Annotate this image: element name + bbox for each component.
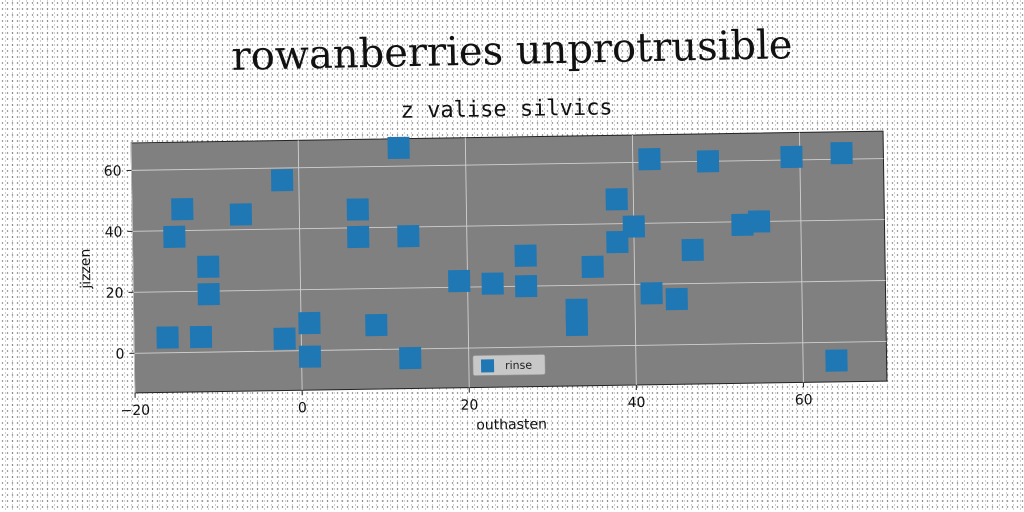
x-tick-label: 20: [460, 398, 478, 414]
data-point: [197, 255, 220, 278]
data-point: [399, 346, 422, 370]
data-point: [514, 274, 538, 298]
points-layer: [156, 136, 853, 372]
data-point: [665, 287, 688, 311]
y-tick-label: 40: [105, 224, 123, 240]
x-tick-label: 40: [628, 395, 646, 411]
data-point: [189, 325, 213, 349]
data-point: [346, 198, 369, 221]
data-point: [298, 311, 321, 335]
plot-group: z valise silvics −20 0 20 40 60 0 20 40 60 outha…: [78, 95, 888, 434]
data-point: [780, 145, 803, 169]
grid-lines: [130, 132, 887, 393]
data-point: [273, 327, 296, 350]
plot-area: [130, 130, 888, 394]
legend-swatch-rinse: [480, 359, 495, 373]
chart-title: z valise silvics: [400, 95, 612, 123]
data-point: [347, 225, 370, 249]
grid-line-x: [464, 137, 470, 388]
data-point: [830, 141, 853, 165]
data-point: [387, 136, 410, 160]
data-point: [606, 230, 629, 254]
data-point: [622, 215, 645, 238]
grid-line-x: [799, 132, 804, 383]
data-point: [605, 188, 628, 211]
data-point: [197, 283, 220, 306]
data-point: [696, 150, 720, 173]
data-point: [298, 345, 322, 368]
data-point: [270, 169, 294, 192]
data-point: [448, 269, 471, 293]
grid-line-x: [130, 142, 136, 393]
y-axis-label: jizzen: [78, 249, 95, 290]
data-point: [638, 148, 661, 171]
data-point: [731, 213, 754, 236]
legend: rinse: [472, 354, 546, 376]
data-point: [397, 224, 420, 248]
legend-label-rinse: rinse: [505, 359, 532, 372]
x-tick-label: 60: [795, 392, 813, 408]
x-tick-label: −20: [120, 403, 150, 419]
x-tick-label: 0: [298, 400, 307, 416]
data-point: [514, 244, 537, 267]
data-point: [481, 272, 504, 295]
grid-line-y: [133, 280, 886, 293]
data-point: [681, 238, 704, 262]
grid-line-x: [631, 135, 637, 386]
data-point: [229, 203, 253, 226]
grid-line-y: [131, 158, 884, 171]
y-tick-label: 60: [104, 164, 122, 180]
grid-line-y: [134, 341, 887, 354]
y-tick-label: 20: [106, 285, 124, 301]
data-point: [581, 255, 604, 278]
data-point: [825, 349, 848, 372]
y-tick-label: 0: [115, 346, 124, 362]
data-point: [163, 225, 186, 248]
data-point: [565, 313, 589, 337]
ticks-layer: −20 0 20 40 60 0 20 40 60: [104, 164, 813, 420]
data-point: [747, 210, 771, 233]
data-point: [365, 313, 388, 337]
x-axis-label: outhasten: [476, 416, 547, 433]
data-point: [171, 198, 194, 221]
data-point: [156, 326, 179, 349]
data-point: [640, 282, 663, 305]
